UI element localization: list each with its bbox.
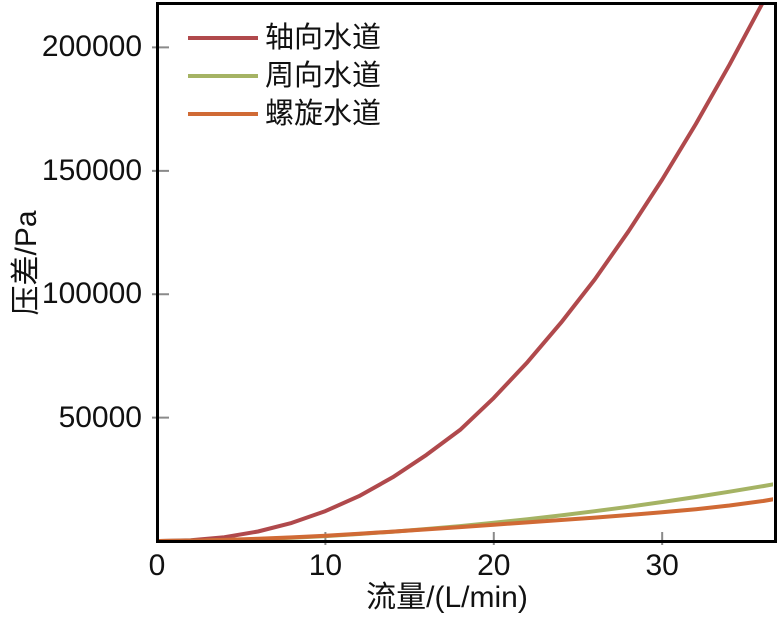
legend-line-axial-channel xyxy=(188,36,258,40)
plot-frame xyxy=(156,2,777,543)
legend-item-spiral-channel: 螺旋水道 xyxy=(188,95,381,133)
x-tick-label-20: 20 xyxy=(477,549,511,582)
y-tick-label-200000: 200000 xyxy=(41,30,142,64)
curve-axial-channel xyxy=(159,5,764,540)
y-tick-label-100000: 100000 xyxy=(41,277,142,311)
y-tick-label-50000: 50000 xyxy=(58,400,142,434)
legend: 轴向水道 周向水道 螺旋水道 xyxy=(188,19,381,133)
legend-item-circumferential-channel: 周向水道 xyxy=(188,57,381,95)
legend-item-axial-channel: 轴向水道 xyxy=(188,19,381,57)
x-axis-title: 流量/(L/min) xyxy=(366,581,528,614)
y-tick-label-150000: 150000 xyxy=(41,153,142,187)
x-tick-label-0: 0 xyxy=(148,549,166,582)
legend-label-axial-channel: 轴向水道 xyxy=(265,22,382,54)
x-tick-label-10: 10 xyxy=(308,549,343,582)
x-tick-label-30: 30 xyxy=(645,549,679,582)
legend-line-spiral-channel xyxy=(188,112,258,116)
legend-label-circumferential-channel: 周向水道 xyxy=(265,60,382,92)
legend-label-spiral-channel: 螺旋水道 xyxy=(265,98,382,130)
legend-line-circumferential-channel xyxy=(188,74,258,78)
curve-spiral-channel xyxy=(159,497,773,540)
